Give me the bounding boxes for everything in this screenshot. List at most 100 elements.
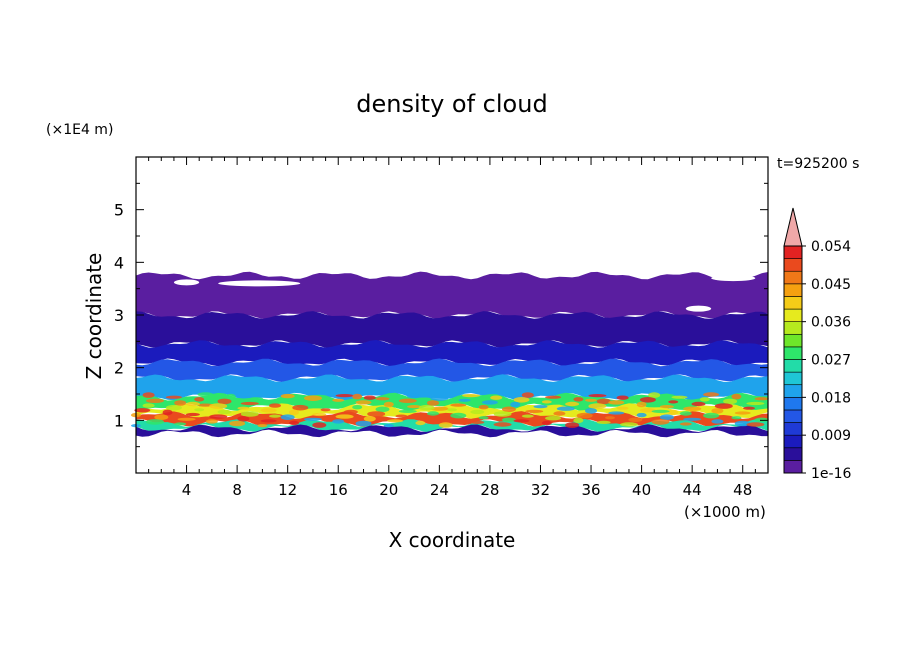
colorbar-swatch xyxy=(783,384,803,398)
density-speckle xyxy=(335,414,354,419)
y-tick-label: 1 xyxy=(114,411,124,430)
colorbar-swatch xyxy=(783,245,803,259)
density-speckle xyxy=(501,417,516,422)
density-speckle xyxy=(154,414,169,421)
density-speckle xyxy=(605,416,615,420)
density-speckle xyxy=(541,420,552,426)
density-speckle xyxy=(312,412,327,417)
density-speckle xyxy=(553,411,566,416)
density-layer xyxy=(136,392,768,412)
density-speckle xyxy=(174,422,187,426)
density-speckle xyxy=(659,405,674,409)
colorbar-label: 0.027 xyxy=(811,353,851,369)
colorbar-swatch xyxy=(783,270,803,285)
density-speckle xyxy=(703,392,720,397)
colorbar-swatch xyxy=(783,296,803,310)
density-speckle xyxy=(691,401,706,407)
density-speckle xyxy=(493,422,512,427)
density-speckle xyxy=(194,408,205,412)
cloud-gap xyxy=(173,279,200,286)
density-layer xyxy=(136,271,768,319)
y-tick-label: 4 xyxy=(114,253,124,272)
density-speckle xyxy=(510,401,521,408)
y-axis-unit: (×1E4 m) xyxy=(46,122,113,138)
density-layer xyxy=(136,340,768,367)
density-speckle xyxy=(620,422,638,427)
density-layer xyxy=(136,374,768,401)
density-speckle xyxy=(731,393,742,400)
x-tick-label: 12 xyxy=(278,481,297,499)
x-tick-label: 16 xyxy=(329,481,348,499)
x-axis: 4 8 12 16 20 24 28 32 36 40 44 48 xyxy=(148,157,756,499)
density-speckle xyxy=(746,401,765,406)
density-speckle xyxy=(513,397,530,403)
density-speckle xyxy=(142,403,155,408)
x-tick-label: 24 xyxy=(430,481,449,499)
density-layer xyxy=(136,358,768,383)
colorbar-swatch xyxy=(783,308,803,322)
density-speckle xyxy=(323,403,340,407)
y-tick-label: 3 xyxy=(114,306,124,325)
density-speckle xyxy=(292,404,309,411)
density-speckle xyxy=(450,403,467,407)
density-speckle xyxy=(363,395,376,400)
density-speckle xyxy=(703,412,720,419)
density-speckle xyxy=(521,392,534,398)
density-speckle xyxy=(731,416,742,420)
y-axis-label: Z coordinate xyxy=(82,253,106,380)
colorbar-swatch xyxy=(783,333,803,348)
density-speckle xyxy=(415,420,426,426)
density-speckle xyxy=(596,398,611,405)
density-speckle xyxy=(174,400,187,406)
density-speckle xyxy=(343,409,358,415)
cloud-gap xyxy=(218,280,301,287)
colorbar-swatch xyxy=(783,422,803,436)
x-tick-label: 40 xyxy=(632,481,651,499)
density-speckle xyxy=(533,405,548,409)
density-speckle xyxy=(427,411,439,416)
density-speckle xyxy=(320,408,331,412)
x-tick-label: 4 xyxy=(182,481,192,499)
density-speckle xyxy=(363,416,376,422)
density-speckle xyxy=(185,401,200,407)
density-speckle xyxy=(668,409,679,416)
density-speckle xyxy=(565,422,580,428)
colorbar-swatch xyxy=(783,346,803,360)
density-speckle xyxy=(746,422,765,427)
cloud-gap xyxy=(711,275,756,282)
density-speckle xyxy=(300,400,313,406)
colorbar-swatch xyxy=(783,460,803,474)
density-speckle xyxy=(545,416,562,421)
density-speckle xyxy=(427,400,439,406)
density-speckle xyxy=(588,394,607,398)
density-speckle xyxy=(430,395,449,402)
colorbar-swatch xyxy=(783,434,803,449)
x-axis-label: X coordinate xyxy=(389,528,516,552)
density-speckle xyxy=(165,404,182,411)
colorbar-swatch xyxy=(783,409,803,423)
density-speckle xyxy=(478,405,489,410)
density-speckle xyxy=(723,398,738,405)
density-speckle xyxy=(217,409,232,415)
density-speckle xyxy=(714,403,733,409)
density-speckle xyxy=(447,417,457,424)
density-speckle xyxy=(525,409,544,413)
density-speckle xyxy=(711,419,724,424)
colorbar-swatch xyxy=(783,283,803,297)
density-speckle xyxy=(478,416,489,420)
density-speckle xyxy=(513,419,530,423)
density-speckle xyxy=(332,419,345,424)
colorbar-label: 0.009 xyxy=(811,428,851,444)
density-speckle xyxy=(352,393,363,400)
density-speckle xyxy=(162,409,173,416)
colorbar-swatch xyxy=(783,371,803,386)
plot-area xyxy=(131,271,769,438)
density-speckle xyxy=(177,417,196,421)
density-speckle xyxy=(683,406,702,411)
density-speckle xyxy=(679,422,692,426)
density-speckle xyxy=(260,408,277,413)
density-speckle xyxy=(490,395,503,400)
density-speckle xyxy=(545,395,562,399)
density-speckle xyxy=(683,417,702,421)
density-speckle xyxy=(458,398,471,402)
